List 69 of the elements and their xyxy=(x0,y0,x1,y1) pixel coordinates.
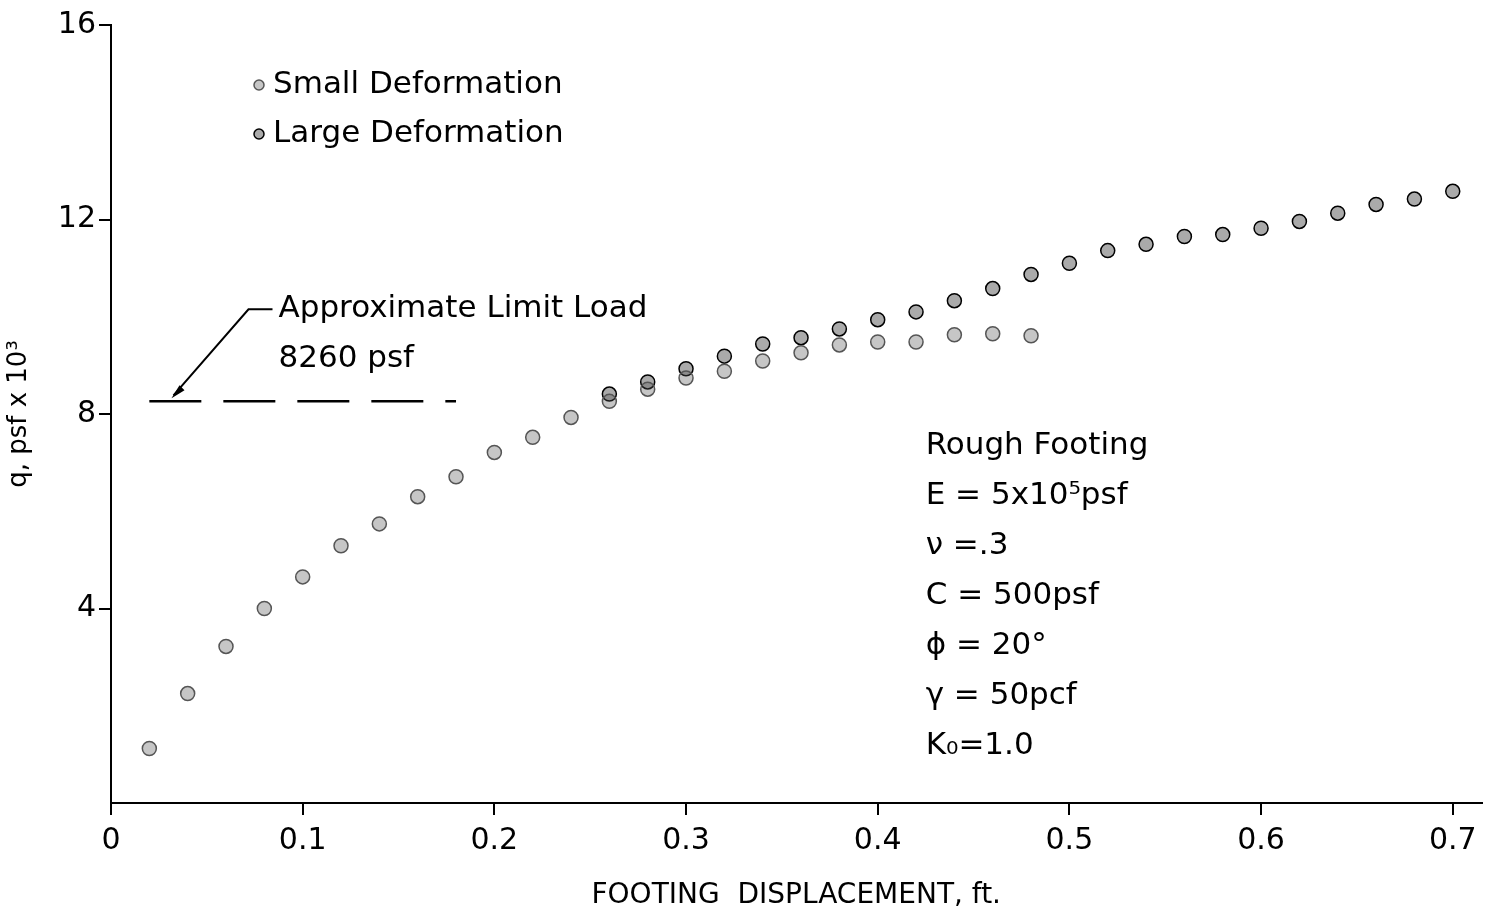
point xyxy=(1214,226,1231,243)
point xyxy=(831,321,848,337)
annotation: Rough Footing xyxy=(925,425,1149,462)
point xyxy=(793,344,809,361)
point xyxy=(1368,196,1384,213)
point xyxy=(141,740,158,757)
y-tick-label: 4 xyxy=(76,588,96,624)
annotation: E = 5x10⁵psf xyxy=(925,475,1129,512)
point xyxy=(946,292,963,309)
point xyxy=(908,304,924,320)
legend-label: Small Deformation xyxy=(273,64,563,101)
point xyxy=(179,685,196,702)
x-tick-label: 0.7 xyxy=(1428,820,1477,856)
x-axis-title: FOOTING DISPLACEMENT, ft. xyxy=(591,877,1002,911)
point xyxy=(294,569,311,585)
y-axis-title: q, psf x 10³ xyxy=(2,340,33,488)
point xyxy=(869,334,886,350)
point xyxy=(793,329,809,346)
annotation: Approximate Limit Load xyxy=(278,288,648,325)
point xyxy=(908,334,924,350)
point xyxy=(984,326,1001,342)
point xyxy=(869,311,886,328)
x-tick-label: 0 xyxy=(101,820,121,856)
point xyxy=(1406,191,1423,207)
annotation: γ = 50pcf xyxy=(925,675,1078,712)
point xyxy=(1023,327,1039,344)
point xyxy=(1329,205,1346,221)
x-tick-label: 0.6 xyxy=(1237,820,1285,856)
point xyxy=(1061,255,1078,272)
x-tick-label: 0.5 xyxy=(1045,820,1094,856)
x-tick-label: 0.2 xyxy=(470,820,519,856)
x-tick-label: 0.4 xyxy=(853,820,902,856)
annotation: 8260 psf xyxy=(278,338,416,375)
annotation: K₀=1.0 xyxy=(925,725,1034,762)
point xyxy=(409,488,426,505)
point xyxy=(601,393,618,410)
legend-label: Large Deformation xyxy=(273,113,564,150)
point xyxy=(333,538,349,554)
point xyxy=(754,353,771,369)
point xyxy=(563,409,579,426)
point xyxy=(984,280,1001,297)
point xyxy=(946,326,963,343)
point xyxy=(524,429,541,446)
point xyxy=(716,363,733,379)
x-tick-label: 0.3 xyxy=(662,820,710,856)
point xyxy=(754,336,771,352)
point xyxy=(256,600,273,617)
point xyxy=(218,638,234,655)
point xyxy=(639,381,656,397)
point xyxy=(1176,228,1193,245)
point xyxy=(486,444,503,461)
point xyxy=(716,348,733,364)
point xyxy=(831,337,848,353)
point xyxy=(1099,242,1116,259)
y-tick-label: 16 xyxy=(57,4,96,40)
annotation: C = 500psf xyxy=(925,575,1100,612)
point xyxy=(678,370,694,386)
y-tick-label: 12 xyxy=(57,199,96,235)
annotation: ϕ = 20° xyxy=(925,625,1047,662)
point xyxy=(371,516,388,532)
point xyxy=(448,468,464,485)
point xyxy=(1138,236,1154,253)
point xyxy=(1023,266,1039,283)
y-tick-label: 8 xyxy=(76,393,96,429)
point xyxy=(1445,183,1461,200)
point xyxy=(1291,213,1308,230)
x-tick-label: 0.1 xyxy=(278,820,327,856)
annotation: ν =.3 xyxy=(925,525,1009,562)
point xyxy=(1253,220,1269,236)
